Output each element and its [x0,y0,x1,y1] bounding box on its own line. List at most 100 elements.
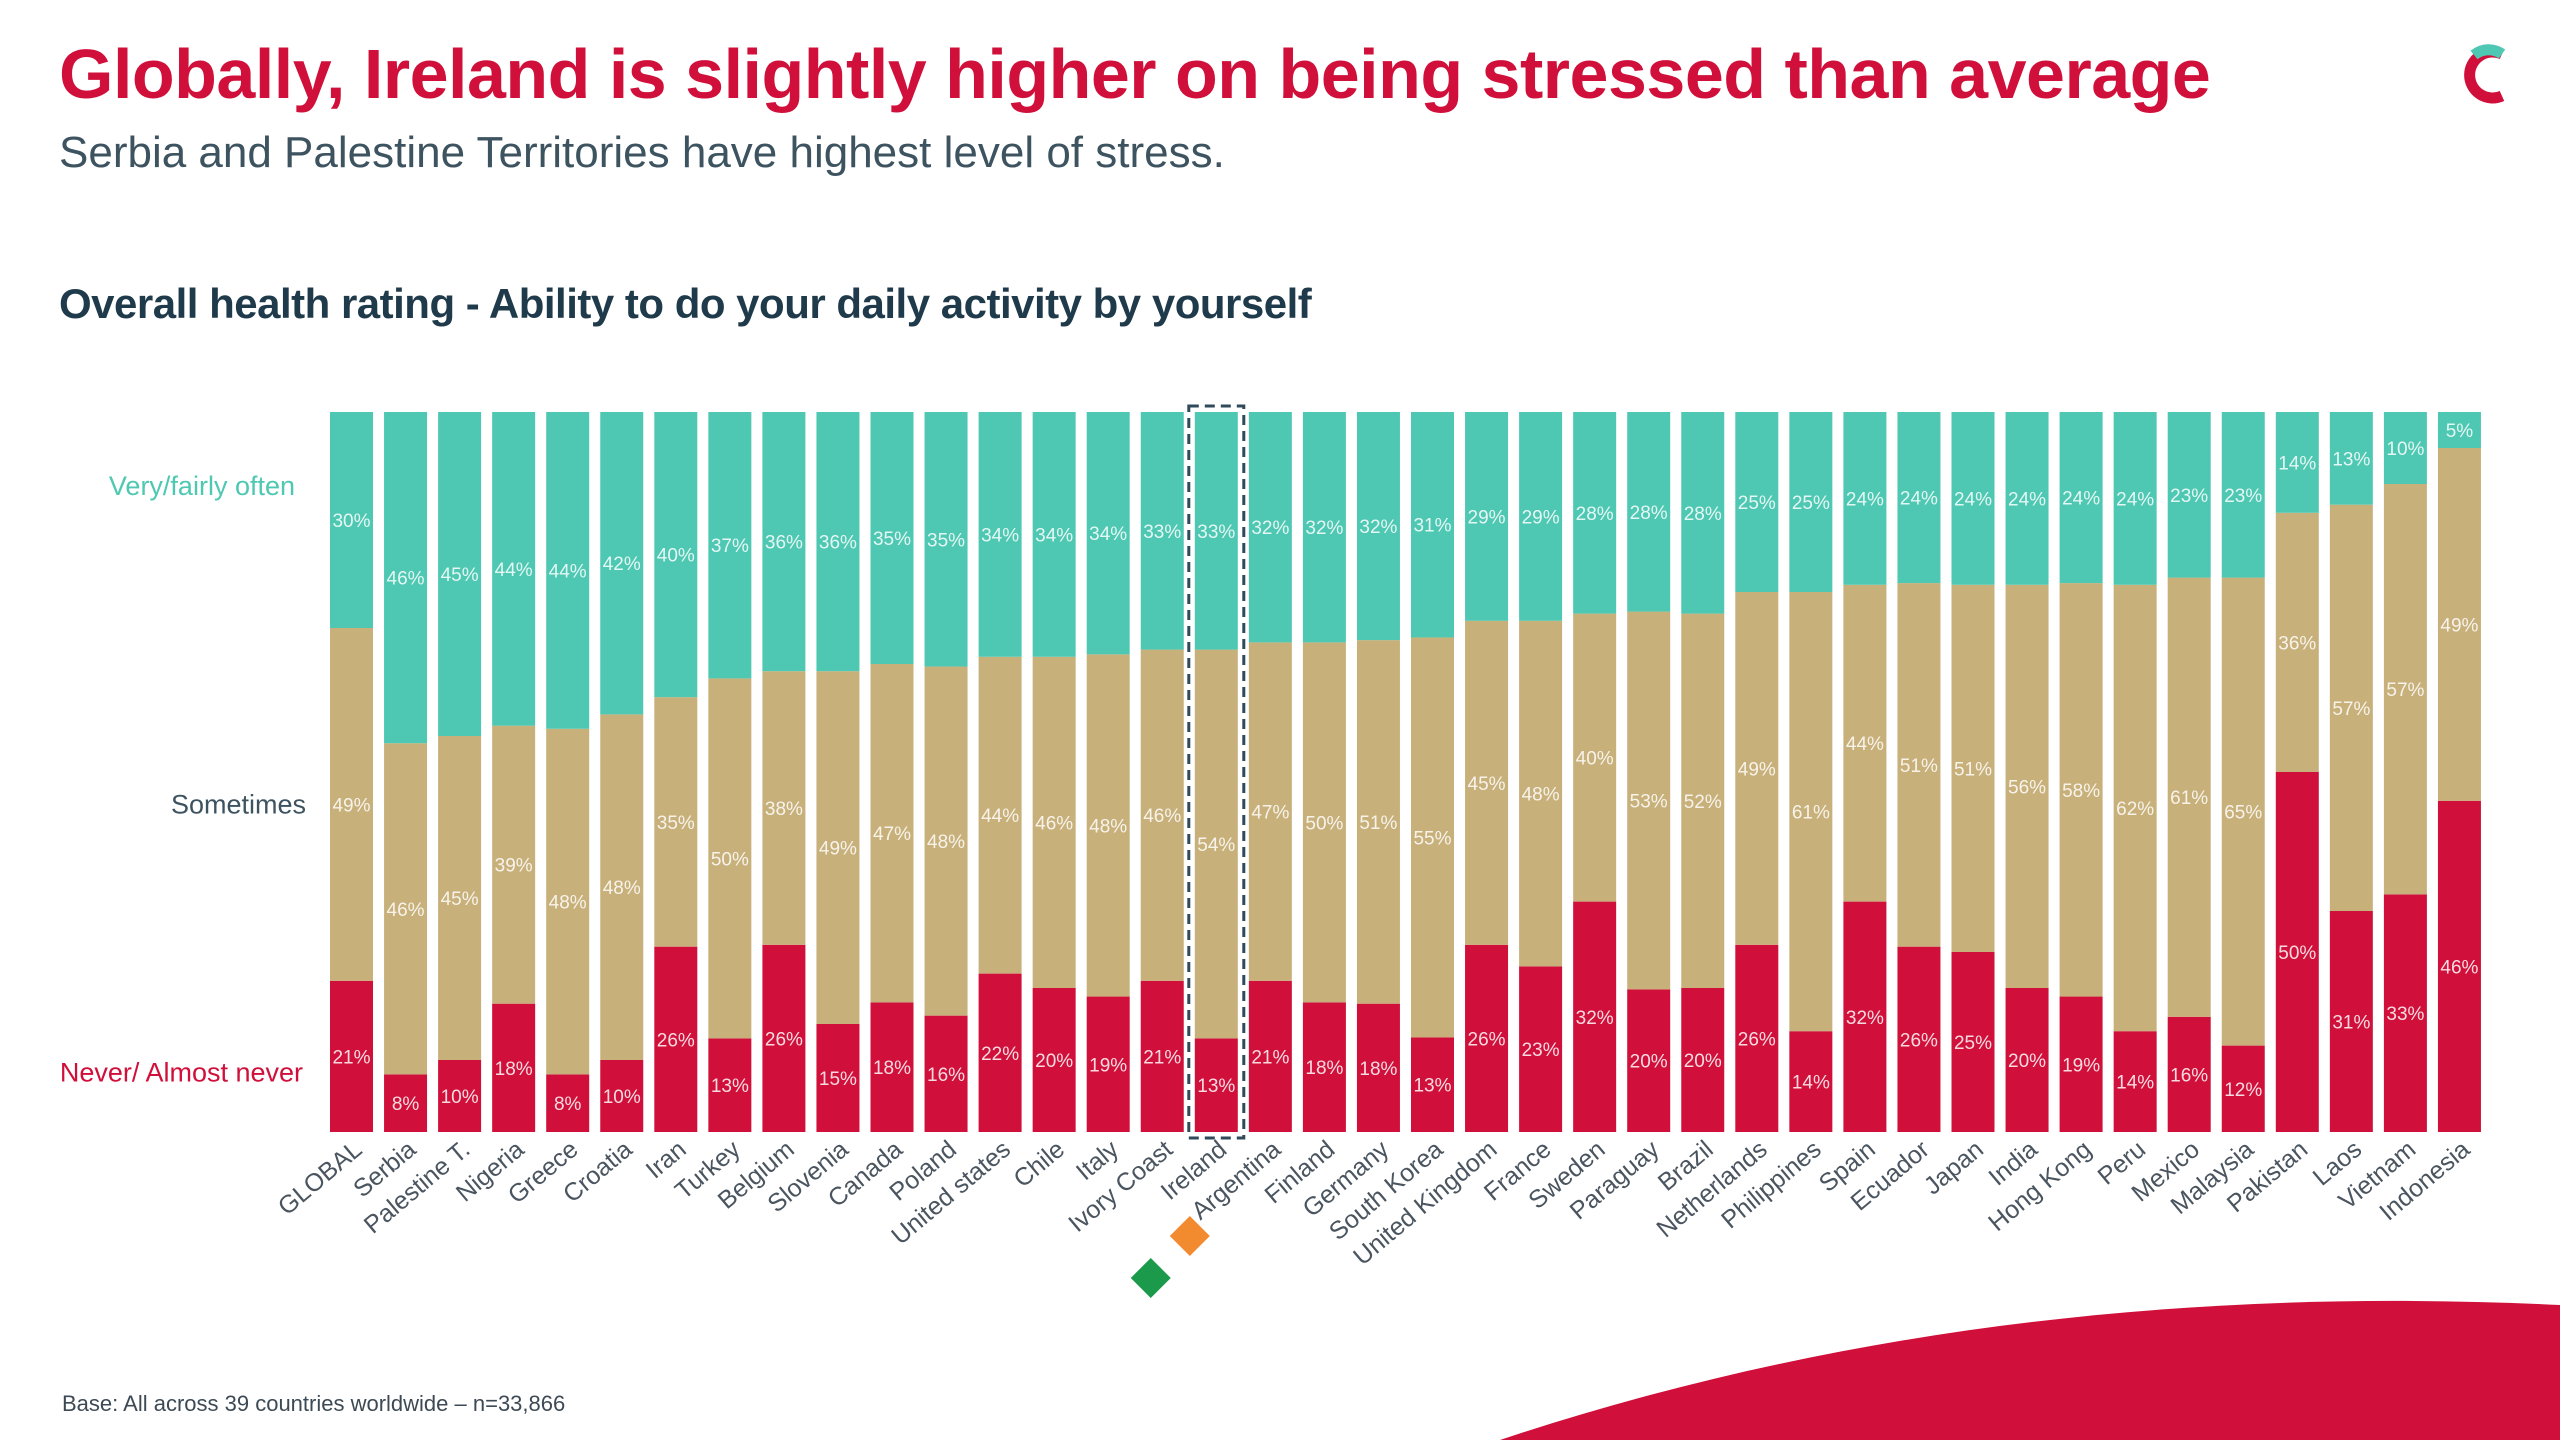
bar-segment-peru-never [2113,1031,2157,1132]
bar-segment-mexico-sometimes [2167,577,2211,1017]
bar-segment-argentina-sometimes [1248,642,1292,981]
bar-segment-indonesia-never [2437,800,2481,1132]
bar-segment-palestine-t-sometimes [438,736,482,1060]
data-label: 14% [1792,1073,1830,1094]
data-label: 29% [1522,507,1560,528]
data-label: 48% [549,893,587,914]
bar-segment-canada-often [870,412,914,664]
data-label: 44% [981,806,1019,827]
bar-segment-united-kingdom-never [1465,944,1509,1132]
data-label: 44% [1846,734,1884,755]
bar-segment-ecuador-never [1897,946,1941,1132]
bar-segment-ireland-often [1194,412,1238,650]
data-label: 49% [2440,615,2478,636]
data-label: 33% [1197,522,1235,543]
series-label-sometimes: Sometimes [171,789,306,819]
data-label: 61% [1792,803,1830,824]
highlight-group [1187,404,1246,1140]
bar-segment-spain-never [1843,901,1887,1132]
bar-segment-pakistan-sometimes [2275,512,2319,772]
ivory-coast-flag-icon [1130,1258,1171,1298]
data-label: 24% [1846,489,1884,510]
data-label: 25% [1792,493,1830,514]
bar-segment-philippines-sometimes [1789,592,1833,1032]
data-label: 48% [1522,785,1560,806]
bar-segment-laos-never [2329,911,2373,1132]
data-label: 34% [1035,525,1073,546]
ireland-flag-icon [1169,1216,1210,1256]
data-label: 18% [495,1059,533,1080]
data-label: 21% [1143,1047,1181,1068]
data-label: 45% [441,565,479,586]
bar-segment-paraguay-never [1627,989,1671,1132]
data-label: 26% [1738,1029,1776,1050]
data-label: 37% [711,536,749,557]
data-label: 35% [927,530,965,551]
bar-segment-united-kingdom-sometimes [1465,620,1509,945]
bar-segment-japan-often [1951,412,1995,585]
bar-segment-united-states-often [978,412,1022,657]
data-label: 24% [2116,489,2154,510]
data-label: 34% [1089,524,1127,545]
bar-segment-iran-sometimes [654,697,698,947]
bar-segment-iran-never [654,946,698,1132]
data-label: 35% [873,529,911,550]
bar-segment-india-never [2005,988,2049,1132]
data-label: 45% [441,889,479,910]
data-label: 10% [2386,439,2424,460]
bar-segment-spain-sometimes [1843,584,1887,902]
data-label: 32% [1305,518,1343,539]
data-label: 31% [2332,1013,2370,1034]
data-label: 26% [765,1029,803,1050]
bar-segment-canada-sometimes [870,664,914,1003]
data-label: 24% [2062,489,2100,510]
data-label: 32% [1359,517,1397,538]
data-label: 57% [2332,699,2370,720]
bar-segment-croatia-often [600,412,644,715]
bar-segment-nigeria-sometimes [492,725,536,1004]
data-label: 10% [441,1087,479,1108]
series-label-often: Very/fairly often [109,471,295,501]
stacked-bar-chart: Never/ Almost never Sometimes Very/fairly … [60,404,2481,1298]
bar-segment-slovenia-often [816,412,860,672]
data-label: 54% [1197,835,1235,856]
data-label: 13% [711,1076,749,1097]
data-label: 26% [1468,1029,1506,1050]
bar-segment-brazil-sometimes [1681,613,1725,988]
flags-group [1130,1216,1210,1298]
bar-segment-malaysia-often [2221,412,2265,578]
bar-segment-united-states-never [978,973,1022,1132]
page-subtitle: Serbia and Palestine Territories have hi… [59,128,1225,177]
bar-segment-slovenia-never [816,1024,860,1132]
data-label: 13% [2332,449,2370,470]
data-label: 38% [765,799,803,820]
bar-segment-finland-often [1302,412,1346,643]
data-label: 25% [1738,493,1776,514]
data-label: 30% [332,511,370,532]
bar-segment-italy-sometimes [1086,654,1130,997]
bar-segment-laos-sometimes [2329,504,2373,912]
bar-segment-croatia-never [600,1060,644,1132]
bar-segment-south-korea-never [1411,1037,1454,1132]
data-label: 20% [2008,1051,2046,1072]
bar-segment-turkey-never [708,1038,752,1132]
bar-segment-turkey-often [708,412,752,679]
data-label: 28% [1576,504,1614,525]
bar-segment-pakistan-never [2275,772,2319,1132]
data-label: 56% [2008,777,2046,798]
bar-segment-italy-often [1086,412,1130,655]
page-title: Globally, Ireland is slightly higher on … [59,35,2211,113]
data-label: 8% [554,1094,582,1115]
bar-segment-vietnam-never [2383,894,2427,1132]
bar-segment-france-never [1519,966,1563,1132]
data-label: 36% [819,533,857,554]
data-label: 32% [1251,518,1289,539]
bar-segment-pakistan-often [2275,412,2319,513]
data-label: 21% [1251,1047,1289,1068]
data-label: 49% [332,795,370,816]
bar-segment-peru-sometimes [2113,584,2157,1032]
bar-segment-sweden-often [1573,412,1617,614]
bar-segment-india-often [2005,412,2049,585]
bar-segment-france-often [1519,412,1563,621]
bar-segment-peru-often [2113,412,2157,585]
